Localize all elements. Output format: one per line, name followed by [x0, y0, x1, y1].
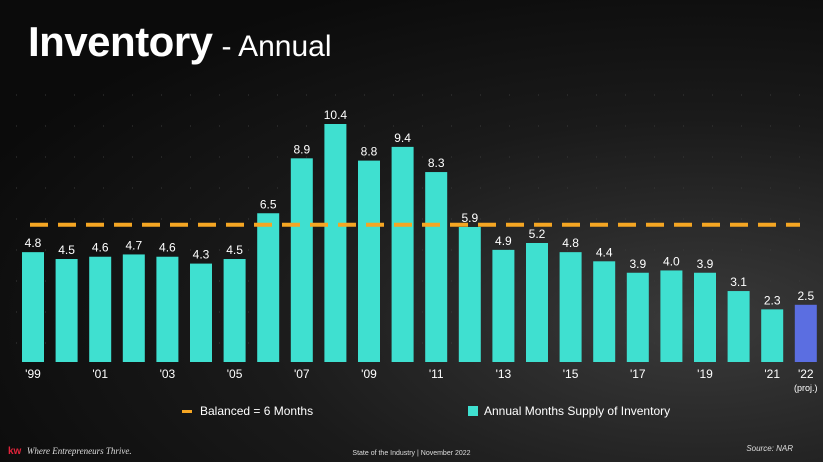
footer-text: State of the Industry | November 2022: [352, 450, 471, 457]
bar: [156, 256, 179, 362]
data-label: 9.4: [394, 131, 411, 145]
x-axis-ticks: '99 '01 '03 '05 '07 '09 '11 '13 '15 '17 '19 '21 '22 (…: [25, 367, 817, 393]
bar: [761, 309, 784, 362]
data-label: 4.7: [125, 238, 142, 252]
bar: [89, 256, 112, 362]
x-tick-label: '07: [294, 367, 310, 381]
title-sub: - Annual: [221, 30, 332, 63]
data-label: 3.9: [629, 257, 646, 271]
data-label: 4.6: [92, 241, 109, 255]
data-label: 2.3: [764, 293, 781, 307]
data-label: 10.4: [324, 108, 348, 122]
source-note: Source: NAR: [746, 444, 793, 453]
data-label: 4.3: [193, 248, 210, 262]
x-tick-label: '09: [361, 367, 377, 381]
bar: [122, 254, 145, 362]
x-tick-label: '22: [798, 367, 814, 381]
x-tick-label: '01: [92, 367, 108, 381]
bar: [223, 259, 246, 362]
data-label: 5.2: [529, 227, 546, 241]
bar: [526, 243, 548, 362]
legend-balanced: Balanced = 6 Months: [182, 404, 313, 418]
data-label: 3.9: [697, 257, 714, 271]
legend-balanced-label: Balanced = 6 Months: [200, 404, 314, 418]
x-tick-label: '21: [764, 367, 780, 381]
data-label: 4.9: [495, 234, 512, 248]
bar: [794, 304, 817, 362]
x-tick-label: '11: [429, 367, 444, 381]
data-label: 4.0: [663, 254, 680, 268]
bar: [190, 263, 212, 362]
title-main: Inventory: [28, 18, 213, 65]
data-label: 8.9: [293, 142, 310, 156]
bar: [559, 252, 582, 362]
data-labels: 4.8 4.5 4.6 4.7 4.6 4.3 4.5 6.5 8.9 10.4 8.8 9.4 8.3…: [25, 108, 815, 307]
data-label: 4.8: [562, 236, 579, 250]
x-tick-label: '03: [160, 367, 176, 381]
data-label: 8.8: [361, 145, 378, 159]
data-label: 4.4: [596, 245, 613, 259]
bar: [694, 272, 716, 362]
legend-bars: Annual Months Supply of Inventory: [468, 404, 670, 418]
data-label: 4.8: [25, 236, 42, 250]
bar: [626, 272, 649, 362]
legend-bars-label: Annual Months Supply of Inventory: [484, 404, 671, 418]
bar: [727, 291, 750, 362]
data-label: 2.5: [797, 289, 814, 303]
bar: [257, 213, 280, 362]
data-label: 4.6: [159, 241, 176, 255]
brand-footer: kw Where Entrepreneurs Thrive.: [8, 446, 132, 457]
data-label: 6.5: [260, 197, 277, 211]
bars: [22, 124, 817, 362]
x-tick-label: '17: [630, 367, 646, 381]
page-title: Inventory - Annual: [28, 18, 332, 66]
bar: [458, 226, 481, 362]
data-label: 5.9: [461, 211, 478, 225]
bar: [55, 259, 78, 362]
bar: [660, 270, 683, 362]
bar: [324, 124, 347, 362]
bar: [593, 261, 616, 362]
legend-dash-swatch: [182, 409, 192, 413]
x-tick-label: '05: [227, 367, 243, 381]
brand-tagline: Where Entrepreneurs Thrive.: [26, 446, 132, 456]
x-tick-label: '15: [563, 367, 579, 381]
x-tick-label: '13: [496, 367, 512, 381]
bar: [22, 252, 44, 362]
data-label: 3.1: [730, 275, 747, 289]
bar: [290, 158, 313, 362]
data-label: 4.5: [226, 243, 243, 257]
data-label: 4.5: [58, 243, 75, 257]
bar: [425, 172, 448, 362]
x-tick-label: '99: [25, 367, 41, 381]
kw-logo: kw: [8, 446, 22, 457]
bar: [391, 146, 414, 362]
bar: [358, 160, 380, 362]
legend-bar-swatch: [468, 406, 478, 416]
x-tick-sublabel: (proj.): [794, 383, 818, 393]
x-tick-label: '19: [697, 367, 713, 381]
bar: [492, 249, 515, 362]
data-label: 8.3: [428, 156, 445, 170]
